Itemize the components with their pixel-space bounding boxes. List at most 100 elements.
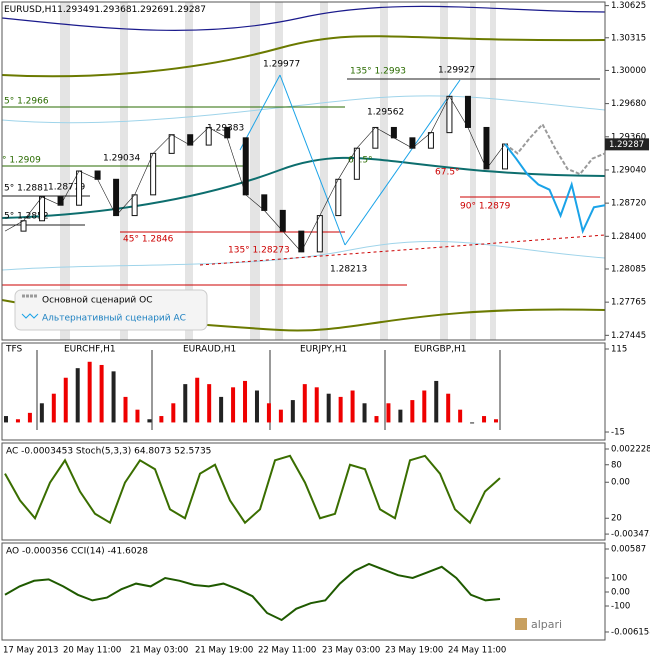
y-tick-label: 0.00 xyxy=(611,478,630,488)
tfs-bar xyxy=(458,409,463,423)
x-tick-label: 23 May 19:00 xyxy=(385,646,443,656)
tfs-bar xyxy=(147,419,152,423)
annotation: 5° 1.2966 xyxy=(4,97,49,107)
candle xyxy=(335,178,342,217)
y-tick-label: 100 xyxy=(611,573,627,583)
y-tick-label: 1.30000 xyxy=(611,66,646,76)
tfs-separators xyxy=(36,350,501,430)
pair-label: EURJPY,H1 xyxy=(300,345,347,355)
candle xyxy=(150,152,157,196)
y-tick-label: 1.27445 xyxy=(611,331,646,341)
scenario-line xyxy=(504,143,606,235)
annotation: 90° 1.2879 xyxy=(460,202,511,212)
legend: Основной сценарий ОС Альтернативный сцен… xyxy=(14,289,208,331)
panel-frame xyxy=(1,1,606,341)
tfs-bar xyxy=(434,380,439,423)
tfs-bar xyxy=(123,396,128,423)
tfs-bar xyxy=(326,393,331,423)
candle xyxy=(261,194,268,211)
candle xyxy=(483,126,490,170)
tfs-bar xyxy=(87,361,92,423)
y-tick-label: 1.29360 xyxy=(611,132,646,142)
tfs-bar xyxy=(51,393,56,423)
x-tick-label: 21 May 03:00 xyxy=(130,646,188,656)
panel-title: AC -0.0003453 Stoch(5,3,3) 64.8073 52.57… xyxy=(6,447,211,457)
y-tick-label: 1.29040 xyxy=(611,165,646,175)
y-tick-label: 1.30625 xyxy=(611,1,646,11)
candle xyxy=(57,196,64,206)
tfs-bar xyxy=(494,419,498,423)
tfs-bar xyxy=(278,409,283,423)
tfs-bar xyxy=(374,416,379,423)
panel-title: AO -0.000356 CCI(14) -41.6028 xyxy=(6,547,148,557)
ohlc-value: 1.29287 xyxy=(169,5,206,15)
candle xyxy=(242,137,249,196)
y-tick-label: 1.27765 xyxy=(611,298,646,308)
tfs-bar xyxy=(398,409,403,423)
candle xyxy=(76,170,83,206)
price-line xyxy=(4,95,506,253)
tfs-bar xyxy=(111,371,116,423)
candle xyxy=(390,126,397,139)
annotation: 5° 1.2881 xyxy=(4,184,49,194)
x-tick-label: 17 May 2013 xyxy=(3,646,58,656)
candle xyxy=(279,209,286,232)
y-tick-label: -100 xyxy=(611,601,630,611)
annotation: 45° 1.2846 xyxy=(123,235,174,245)
candle xyxy=(94,170,101,180)
y-tick-label: 0.00587 xyxy=(611,545,646,555)
annotation: 5° 1.2852 xyxy=(4,212,49,222)
pair-label: EURGBP,H1 xyxy=(414,345,466,355)
levels xyxy=(2,74,600,286)
y-tick-label: 20 xyxy=(611,514,622,524)
tfs-bar xyxy=(243,380,248,423)
x-tick-label: 20 May 11:00 xyxy=(63,646,121,656)
price-tag xyxy=(605,138,649,151)
bands xyxy=(1,5,606,332)
y-tick-label: 0.002228 xyxy=(611,444,650,454)
tfs-bar xyxy=(99,364,104,423)
y-tick-label: -0.006158 xyxy=(611,627,650,637)
tfs-bar xyxy=(266,403,271,423)
annotation: 135° 1.2993 xyxy=(350,67,406,77)
x-tick-label: 21 May 19:00 xyxy=(195,646,253,656)
pair-label: EURAUD,H1 xyxy=(183,345,236,355)
y-tick-label: 1.28720 xyxy=(611,199,646,209)
candle xyxy=(131,194,138,217)
ohlc-value: 1.29269 xyxy=(132,5,169,15)
panel-frame xyxy=(1,342,606,441)
candle xyxy=(113,178,120,217)
panel-frame xyxy=(1,442,606,541)
tfs-bar xyxy=(171,403,176,423)
y-tick-label: 1.29680 xyxy=(611,99,646,109)
tfs-bar xyxy=(482,416,487,423)
indicator-line xyxy=(4,454,501,525)
tfs-bar xyxy=(135,409,140,423)
tfs-bar xyxy=(27,412,32,423)
scenario-line xyxy=(504,122,606,176)
legend-entry: Альтернативный сценарий АС xyxy=(42,314,186,324)
logo: alpari xyxy=(515,618,562,631)
tfs-bar xyxy=(362,403,367,423)
annotation: 1.29562 xyxy=(367,108,404,118)
candle xyxy=(20,220,27,232)
annotation: 135° 1.28273 xyxy=(228,246,290,256)
indicator-line xyxy=(4,562,501,622)
panel-title: TFS xyxy=(5,345,23,355)
tfs-bar xyxy=(290,400,295,423)
tfs-bar xyxy=(386,403,391,423)
annotation: 1.29927 xyxy=(438,66,475,76)
tfs-bar xyxy=(254,390,259,423)
tfs-bar xyxy=(410,400,415,423)
brand: alpari xyxy=(531,618,562,631)
annotation: 67.5° xyxy=(348,156,373,166)
candle xyxy=(316,215,323,253)
tfs-bar xyxy=(446,393,451,423)
candle xyxy=(205,126,212,146)
pair-label: EURCHF,H1 xyxy=(64,345,116,355)
tfs-bar xyxy=(75,368,80,423)
annotation: ° 1.2909 xyxy=(2,156,41,166)
ohlc-value: 1.29349 xyxy=(57,5,94,15)
tfs-bar xyxy=(231,387,236,423)
